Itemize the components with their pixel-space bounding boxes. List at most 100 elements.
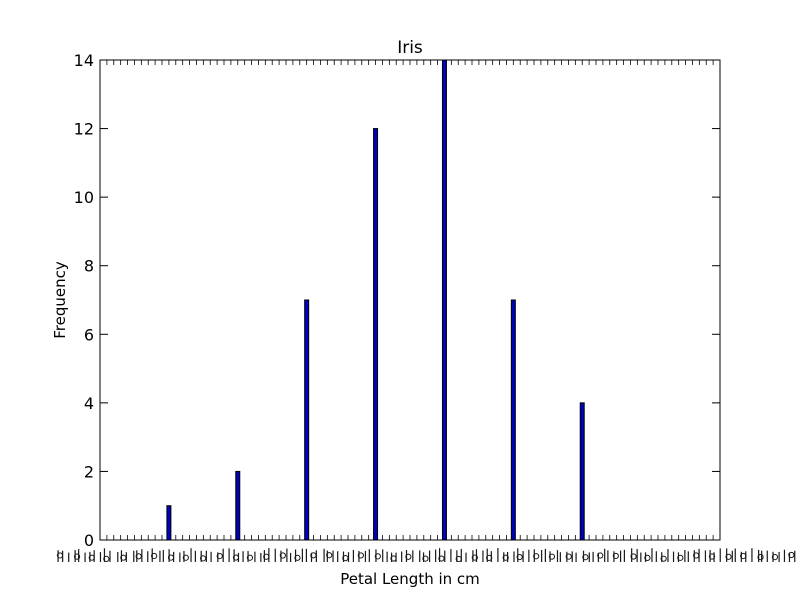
x-tick-label-stroke xyxy=(623,549,625,562)
x-tick-label-stroke xyxy=(497,548,499,562)
x-tick-label-stroke xyxy=(794,550,796,562)
x-tick-label-stroke xyxy=(604,548,606,562)
x-tick-label-stroke xyxy=(136,550,138,562)
x-tick-label-stroke xyxy=(73,553,81,560)
x-tick-label-stroke xyxy=(412,550,414,562)
x-tick-label-stroke xyxy=(428,550,431,562)
x-tick-label-stroke xyxy=(268,548,270,562)
x-tick-label-stroke xyxy=(541,550,543,562)
x-tick-label-stroke xyxy=(575,552,577,562)
x-tick-label-stroke xyxy=(103,555,110,562)
x-tick-label-stroke xyxy=(395,552,397,562)
x-tick-label-stroke xyxy=(460,548,462,562)
x-tick-label-stroke xyxy=(419,550,421,562)
x-tick-label-stroke xyxy=(326,552,333,559)
x-tick-label-stroke xyxy=(709,549,711,562)
x-tick-label-stroke xyxy=(438,548,441,562)
x-tick-label-stroke xyxy=(761,550,763,562)
x-tick-label-stroke xyxy=(630,553,637,560)
x-tick-label-stroke xyxy=(533,549,535,562)
x-tick-label-stroke xyxy=(522,551,524,562)
x-tick-label-stroke xyxy=(74,550,76,562)
x-tick-label-stroke xyxy=(751,548,753,562)
x-tick-label-stroke xyxy=(57,550,59,562)
x-tick-label-stroke xyxy=(182,554,189,561)
x-tick-label-stroke xyxy=(687,551,689,562)
x-tick-label-stroke xyxy=(190,548,192,562)
x-tick-label-stroke xyxy=(704,550,707,562)
x-tick-label-stroke xyxy=(745,551,747,562)
x-tick-label-stroke xyxy=(660,555,667,562)
x-tick-label-stroke xyxy=(286,548,288,562)
x-tick-label-stroke xyxy=(62,550,64,562)
x-tick-label-stroke xyxy=(503,552,505,562)
x-tick-label-stroke xyxy=(571,551,573,562)
x-tick-label-stroke xyxy=(205,550,207,562)
x-tick-label-stroke xyxy=(280,550,282,562)
x-tick-label-stroke xyxy=(242,551,244,562)
x-tick-label-stroke xyxy=(332,550,334,562)
x-tick-label-stroke xyxy=(289,552,292,562)
x-tick-label-stroke xyxy=(544,548,546,562)
x-tick-label-stroke xyxy=(528,549,530,562)
x-tick-label-stroke xyxy=(588,552,590,562)
x-tick-label-stroke xyxy=(147,551,149,562)
x-tick-label-stroke xyxy=(549,551,551,562)
x-tick-label-stroke xyxy=(294,554,301,561)
histogram-bar xyxy=(235,470,241,541)
x-tick-label-stroke xyxy=(565,553,572,560)
x-tick-label-stroke xyxy=(672,551,675,562)
x-tick-label-stroke xyxy=(486,548,488,562)
x-tick-label-stroke xyxy=(78,549,80,562)
y-tick-label: 14 xyxy=(74,51,94,70)
x-tick-label-stroke xyxy=(719,548,721,562)
x-tick-label-stroke xyxy=(222,548,224,562)
x-tick-label-stroke xyxy=(677,554,684,561)
x-tick-label-stroke xyxy=(783,549,786,562)
x-tick-label-stroke xyxy=(607,550,609,562)
y-axis-label: Frequency xyxy=(51,261,69,339)
x-tick-label-stroke xyxy=(173,551,175,562)
x-tick-label-stroke xyxy=(698,548,700,562)
x-tick-label-stroke xyxy=(159,550,161,562)
x-tick-label-stroke xyxy=(374,553,381,560)
histogram-bar xyxy=(510,299,516,541)
x-tick-label-stroke xyxy=(382,549,384,562)
x-tick-label-stroke xyxy=(502,554,509,561)
y-tick-label: 10 xyxy=(74,188,94,207)
x-tick-label-clutter xyxy=(56,548,796,563)
x-tick-label-stroke xyxy=(734,548,736,562)
x-tick-label-stroke xyxy=(533,553,540,560)
x-tick-label-stroke xyxy=(731,550,733,562)
x-tick-label-stroke xyxy=(778,551,780,562)
plot-frame xyxy=(99,59,721,541)
x-tick-label-stroke xyxy=(274,548,276,562)
x-tick-label-stroke xyxy=(667,549,669,562)
histogram-bar xyxy=(373,128,379,541)
x-tick-label-stroke xyxy=(507,551,509,562)
x-tick-label-stroke xyxy=(93,550,95,562)
y-tick-label: 12 xyxy=(74,120,94,139)
histogram-bar xyxy=(166,505,172,541)
x-tick-label-stroke xyxy=(117,552,119,562)
y-tick-label: 8 xyxy=(84,257,94,276)
x-tick-label-stroke xyxy=(357,552,364,559)
x-tick-label-stroke xyxy=(597,552,604,559)
x-tick-label-stroke xyxy=(103,548,106,562)
x-tick-label-stroke xyxy=(375,549,377,562)
x-tick-label-stroke xyxy=(386,551,388,562)
x-tick-label-stroke xyxy=(613,551,615,562)
x-tick-label-stroke xyxy=(133,550,135,562)
x-tick-label-stroke xyxy=(315,550,317,562)
x-tick-label-stroke xyxy=(358,550,360,562)
x-tick-label-stroke xyxy=(465,552,467,562)
y-axis-ticks: 0 2 4 6 8 10 12 14 xyxy=(74,51,720,550)
x-tick-label-stroke xyxy=(210,551,212,562)
x-tick-label-stroke xyxy=(347,552,350,562)
x-tick-label-stroke xyxy=(559,552,561,562)
x-minor-ticks xyxy=(99,60,721,540)
x-tick-label-stroke xyxy=(475,549,478,562)
y-tick-label: 2 xyxy=(84,462,94,481)
x-tick-label-stroke xyxy=(772,551,774,562)
